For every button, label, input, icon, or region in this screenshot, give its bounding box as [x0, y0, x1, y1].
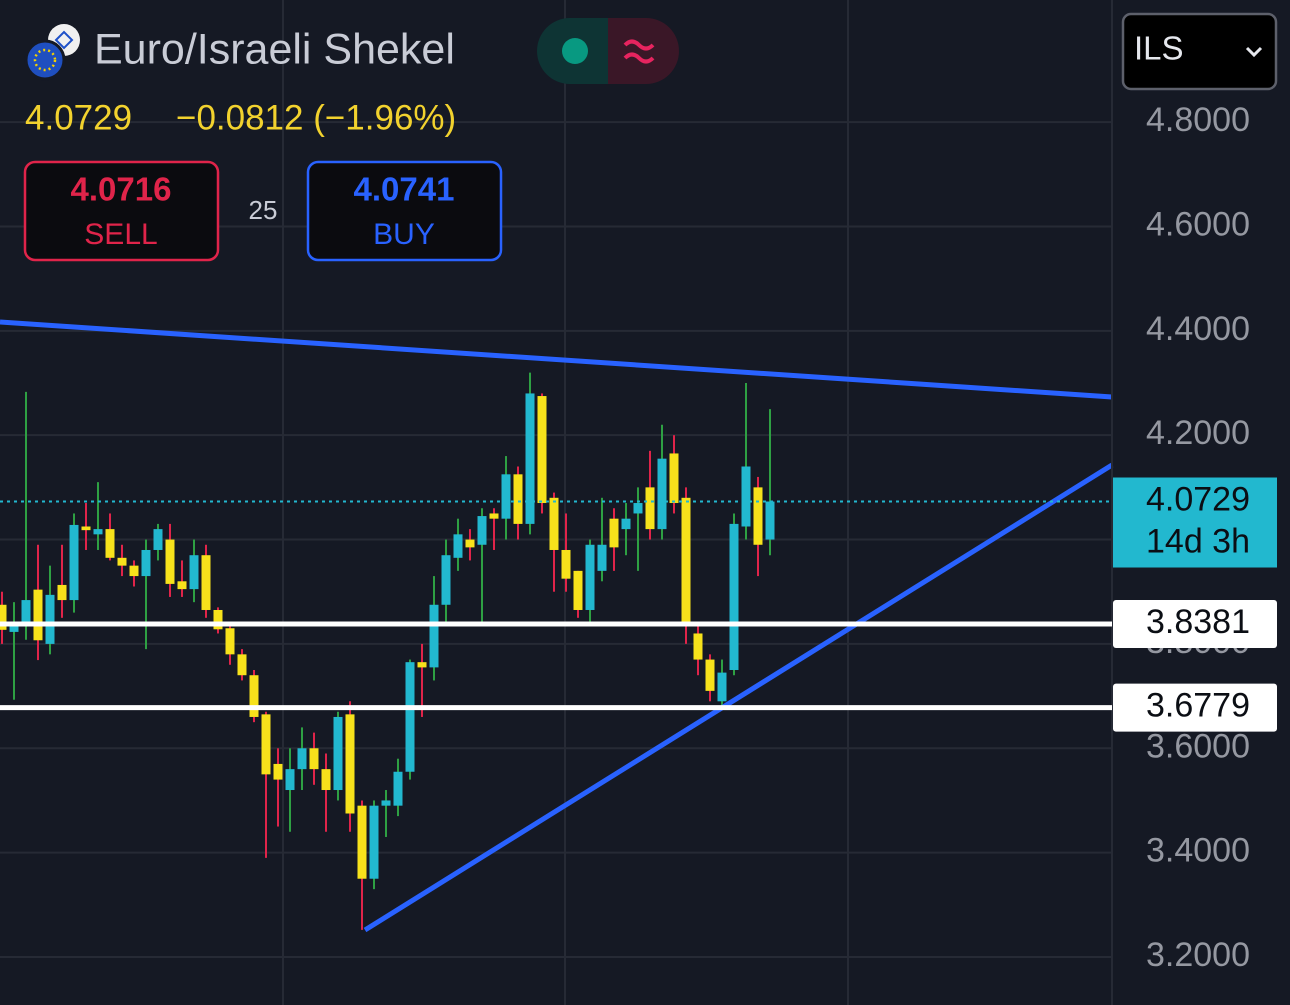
candle-body: [45, 594, 55, 644]
currency: ILS: [1134, 30, 1184, 67]
y-tick-label: 3.6000: [1146, 727, 1250, 765]
sell-button[interactable]: 4.0716 SELL: [23, 160, 220, 262]
candle-body: [537, 396, 547, 504]
candle-body: [441, 555, 451, 605]
level-tag: [1113, 683, 1277, 732]
candle-body: [549, 497, 559, 550]
level-tag: [1113, 600, 1277, 649]
trendline: [0, 319, 1113, 400]
candle-body: [453, 534, 463, 558]
candle-body: [609, 518, 619, 548]
price-change: −0.0812 (−1.96%): [176, 98, 456, 137]
candle-body: [501, 474, 511, 519]
candle-body: [153, 529, 163, 550]
candle-body: [633, 503, 643, 514]
candle-body: [21, 600, 31, 626]
candle-body: [237, 654, 247, 676]
candle-body: [489, 513, 499, 519]
candle-body: [417, 662, 427, 668]
candle-body: [357, 805, 367, 879]
candle-body: [57, 584, 67, 601]
symbol-icon: [24, 24, 80, 81]
candle-body: [585, 544, 595, 610]
countdown: 14d 3h: [1146, 522, 1250, 560]
candle-body: [177, 581, 187, 590]
trendline: [363, 462, 1114, 933]
candle-body: [393, 771, 403, 806]
candle-body: [405, 662, 415, 772]
candle-body: [741, 466, 751, 527]
candle-body: [705, 659, 715, 691]
candle-body: [513, 474, 523, 524]
candle-body: [93, 529, 103, 535]
candle-body: [9, 622, 19, 632]
candle-body: [693, 633, 703, 660]
y-tick-label: 4.8000: [1146, 101, 1250, 139]
candle-body: [345, 714, 355, 814]
candle-body: [669, 453, 679, 504]
plot: [0, 372, 775, 930]
candle-body: [657, 458, 667, 530]
candle-body: [321, 769, 331, 791]
candle-body: [561, 549, 571, 579]
candle-body: [249, 675, 259, 717]
candle-body: [165, 539, 175, 584]
symbol-title: Euro/Israeli Shekel: [94, 25, 455, 73]
candle-body: [429, 604, 439, 668]
candle-body: [465, 539, 475, 548]
buy-price: 4.0741: [354, 171, 455, 208]
candle-body: [189, 555, 199, 590]
candle-body: [573, 570, 583, 610]
candle-body: [765, 501, 775, 540]
spread: 25: [249, 195, 278, 225]
candle-body: [681, 497, 691, 624]
candle-body: [525, 393, 535, 524]
candle-body: [69, 524, 79, 601]
candle-body: [597, 544, 607, 571]
candle-body: [0, 604, 7, 630]
y-tick-label: 3.4000: [1146, 832, 1250, 870]
candle-body: [201, 555, 211, 610]
candle-body: [477, 516, 487, 545]
y-tick-label: 3.2000: [1146, 936, 1250, 974]
last-price-tag: [1113, 477, 1277, 568]
candle-body: [273, 763, 283, 780]
last-price: 4.0729: [25, 98, 132, 137]
candle-body: [261, 714, 271, 775]
candle-body: [717, 672, 727, 702]
candle-body: [369, 805, 379, 879]
level-label: 3.6779: [1146, 687, 1250, 725]
candle-body: [33, 589, 43, 641]
last-price-label: 4.0729: [1146, 480, 1250, 518]
status-pill[interactable]: [537, 18, 679, 84]
candle-body: [81, 526, 91, 531]
buy-button[interactable]: 4.0741 BUY: [306, 160, 503, 262]
candle-body: [105, 529, 115, 558]
candle-body: [225, 628, 235, 655]
candle-body: [729, 523, 739, 670]
y-tick-label: 4.6000: [1146, 205, 1250, 243]
candle-body: [645, 487, 655, 530]
overlays: 4.0729 14d 3h 3.8381 3.6779: [0, 477, 1277, 732]
candle-body: [129, 565, 139, 577]
y-tick-label: 4.4000: [1146, 310, 1250, 348]
level-label: 3.8381: [1146, 603, 1250, 641]
currency-dropdown[interactable]: ILS: [1121, 12, 1278, 91]
candle-body: [753, 487, 763, 545]
candle-body: [213, 609, 223, 630]
candle-body: [297, 748, 307, 770]
candle-body: [117, 557, 127, 566]
sell-label: SELL: [84, 218, 157, 251]
candle-body: [285, 769, 295, 791]
candle-body: [141, 549, 151, 577]
sell-price: 4.0716: [71, 171, 172, 208]
candle-body: [309, 748, 319, 770]
candle-body: [333, 716, 343, 791]
buy-label: BUY: [373, 218, 435, 251]
candle-body: [381, 800, 391, 806]
candle-body: [621, 518, 631, 530]
y-tick-label: 4.2000: [1146, 414, 1250, 452]
